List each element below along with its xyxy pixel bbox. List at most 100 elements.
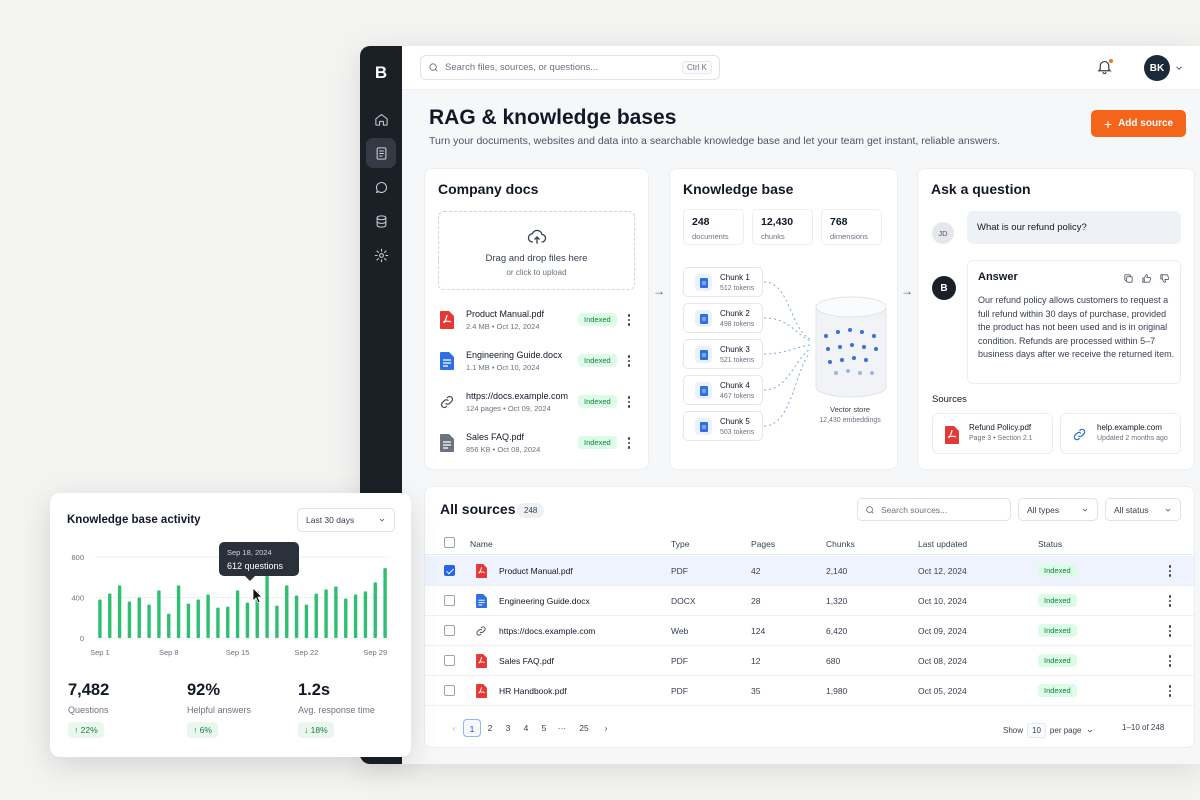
home-icon[interactable] [366,104,396,134]
chevron-down-icon[interactable] [1174,60,1186,72]
page-button[interactable]: 1 [463,719,481,737]
page-button[interactable]: 4 [523,723,529,733]
column-header[interactable]: Name [470,539,493,549]
status-badge: Indexed [578,354,617,367]
page-button[interactable]: 2 [487,723,493,733]
vector-store-icon [815,296,887,398]
date-range-select[interactable]: Last 30 days [297,508,395,532]
row-pages: 35 [751,686,761,696]
column-header[interactable]: Last updated [918,539,968,549]
column-header[interactable]: Pages [751,539,776,549]
stat-label: documents [692,232,729,241]
notifications-button[interactable] [1096,58,1114,76]
dropzone-subtext: or click to upload [506,268,567,277]
chunk-name: Chunk 1 [720,273,750,282]
column-header[interactable]: Chunks [826,539,855,549]
metric-helpful: 92% Helpful answers ↑ 6% [187,681,251,738]
row-checkbox[interactable] [444,655,455,666]
more-icon[interactable] [623,354,635,368]
per-page-select[interactable]: 10 [1027,723,1046,738]
row-name[interactable]: Sales FAQ.pdf [499,656,554,666]
docx-icon [474,593,488,609]
more-icon[interactable] [1164,564,1176,578]
activity-title: Knowledge base activity [67,514,201,526]
column-header[interactable]: Status [1038,539,1063,549]
notification-dot [1108,58,1114,64]
file-name: Product Manual.pdf [466,309,545,319]
more-icon[interactable] [1164,684,1176,698]
arrow-right-icon: → [653,284,665,298]
row-name[interactable]: HR Handbook.pdf [499,686,567,696]
row-name[interactable]: https://docs.example.com [499,626,596,636]
add-source-button[interactable]: + Add source [1091,110,1186,137]
select-all-checkbox[interactable] [444,537,455,548]
app-logo[interactable]: B [374,63,388,82]
table-row[interactable]: Product Manual.pdf PDF 42 2,140 Oct 12, … [425,556,1194,586]
settings-icon[interactable] [366,240,396,270]
chunk-card[interactable]: Chunk 5 503 tokens [683,411,763,441]
page-button[interactable]: 25 [579,723,589,733]
pdf-icon [474,563,488,579]
database-icon[interactable] [366,206,396,236]
row-name[interactable]: Product Manual.pdf [499,566,573,576]
copy-icon[interactable] [1123,271,1134,283]
row-name[interactable]: Engineering Guide.docx [499,596,590,606]
global-search[interactable]: Search files, sources, or questions... C… [420,55,720,80]
chart-bar [216,607,220,638]
ask-title: Ask a question [931,181,1031,197]
more-icon[interactable] [623,436,635,450]
chevron-down-icon [1165,508,1171,511]
file-item[interactable]: Sales FAQ.pdf 856 KB • Oct 08, 2024 Index… [438,425,638,461]
file-icon [438,433,456,453]
next-page-button[interactable]: › [604,723,608,733]
type-filter-select[interactable]: All types [1018,498,1098,521]
prev-page-button[interactable]: ‹ [452,723,456,733]
row-checkbox[interactable] [444,565,455,576]
table-row[interactable]: https://docs.example.com Web 124 6,420 O… [425,616,1194,646]
more-icon[interactable] [1164,654,1176,668]
file-item[interactable]: Product Manual.pdf 2.4 MB • Oct 12, 2024 … [438,302,638,338]
page-ellipsis: ··· [557,723,567,733]
row-pages: 28 [751,596,761,606]
source-card[interactable]: Refund Policy.pdf Page 3 • Section 2.1 [932,413,1053,454]
x-tick-label: Sep 15 [226,648,250,657]
upload-dropzone[interactable]: Drag and drop files here or click to upl… [438,211,635,290]
file-item[interactable]: Engineering Guide.docx 1.1 MB • Oct 10, 2… [438,343,638,379]
row-checkbox[interactable] [444,625,455,636]
row-checkbox[interactable] [444,595,455,606]
table-row[interactable]: HR Handbook.pdf PDF 35 1,980 Oct 05, 202… [425,676,1194,706]
chevron-down-icon[interactable] [1086,727,1094,735]
more-icon[interactable] [1164,594,1176,608]
more-icon[interactable] [623,313,635,327]
chunk-card[interactable]: Chunk 1 512 tokens [683,267,763,297]
chat-icon[interactable] [366,172,396,202]
chunk-name: Chunk 5 [720,417,750,426]
chunk-card[interactable]: Chunk 4 467 tokens [683,375,763,405]
more-icon[interactable] [1164,624,1176,638]
source-card[interactable]: help.example.com Updated 2 months ago [1060,413,1181,454]
file-item[interactable]: https://docs.example.com 124 pages • Oct … [438,384,638,420]
stat-label: chunks [761,232,785,241]
thumbs-down-icon[interactable] [1159,271,1170,283]
chunk-card[interactable]: Chunk 3 521 tokens [683,339,763,369]
row-type: Web [671,626,689,636]
status-filter-select[interactable]: All status [1105,498,1181,521]
chunk-tokens: 521 tokens [720,357,755,364]
more-icon[interactable] [623,395,635,409]
column-header[interactable]: Type [671,539,690,549]
cloud-upload-icon [527,229,546,244]
row-checkbox[interactable] [444,685,455,696]
user-avatar[interactable]: BK [1144,55,1170,81]
chunk-card[interactable]: Chunk 2 498 tokens [683,303,763,333]
thumbs-up-icon[interactable] [1141,271,1152,283]
chart-bar [167,613,171,638]
page-button[interactable]: 3 [505,723,511,733]
doc-icon [695,346,712,363]
table-row[interactable]: Sales FAQ.pdf PDF 12 680 Oct 08, 2024 In… [425,646,1194,676]
answer-title: Answer [978,271,1018,283]
docs-icon[interactable] [366,138,396,168]
table-row[interactable]: Engineering Guide.docx DOCX 28 1,320 Oct… [425,586,1194,616]
sources-search-input[interactable]: Search sources... [857,498,1011,521]
add-source-label: Add source [1118,118,1174,129]
page-button[interactable]: 5 [541,723,547,733]
